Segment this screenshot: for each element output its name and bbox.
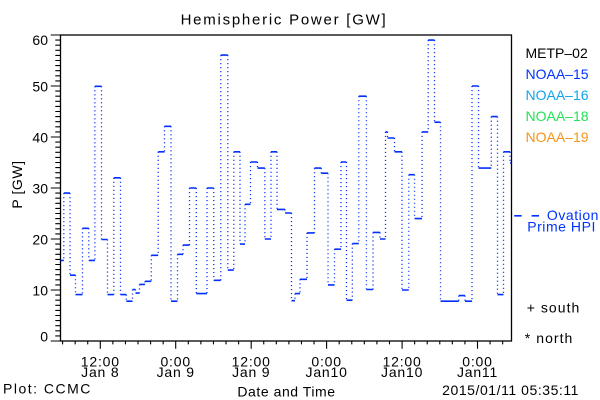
svg-text:Jan10: Jan10 — [381, 364, 423, 380]
svg-text:+ south: + south — [527, 299, 581, 315]
svg-text:0: 0 — [40, 329, 48, 345]
svg-text:2015/01/11 05:35:11: 2015/01/11 05:35:11 — [442, 382, 579, 398]
svg-text:* north: * north — [525, 330, 574, 346]
svg-text:30: 30 — [32, 180, 48, 196]
svg-text:Date and Time: Date and Time — [237, 383, 335, 399]
svg-text:20: 20 — [32, 231, 48, 247]
svg-text:12:00: 12:00 — [81, 353, 120, 369]
svg-text:NOAA–19: NOAA–19 — [526, 129, 589, 145]
svg-text:40: 40 — [32, 129, 48, 145]
svg-text:0:00: 0:00 — [311, 353, 341, 369]
svg-text:NOAA–16: NOAA–16 — [526, 87, 589, 103]
svg-text:Plot: CCMC: Plot: CCMC — [3, 380, 92, 396]
svg-text:Ovation: Ovation — [547, 207, 599, 223]
svg-text:Jan 8: Jan 8 — [81, 364, 119, 380]
svg-text:Prime HPI: Prime HPI — [527, 219, 596, 235]
svg-text:METP–02: METP–02 — [526, 45, 588, 61]
svg-text:NOAA–18: NOAA–18 — [526, 108, 589, 124]
svg-text:Hemispheric Power [GW]: Hemispheric Power [GW] — [181, 12, 388, 29]
svg-text:NOAA–15: NOAA–15 — [526, 66, 589, 82]
svg-text:Jan 9: Jan 9 — [232, 364, 270, 380]
svg-text:Jan10: Jan10 — [306, 364, 348, 380]
svg-text:60: 60 — [32, 32, 48, 48]
svg-text:10: 10 — [32, 282, 48, 298]
svg-text:12:00: 12:00 — [383, 353, 422, 369]
svg-text:0:00: 0:00 — [160, 353, 190, 369]
svg-text:0:00: 0:00 — [462, 353, 492, 369]
svg-text:Jan11: Jan11 — [457, 364, 498, 380]
svg-text:P [GW]: P [GW] — [9, 160, 25, 208]
svg-text:12:00: 12:00 — [232, 353, 271, 369]
svg-text:Jan 9: Jan 9 — [157, 364, 195, 380]
svg-text:50: 50 — [32, 78, 48, 94]
